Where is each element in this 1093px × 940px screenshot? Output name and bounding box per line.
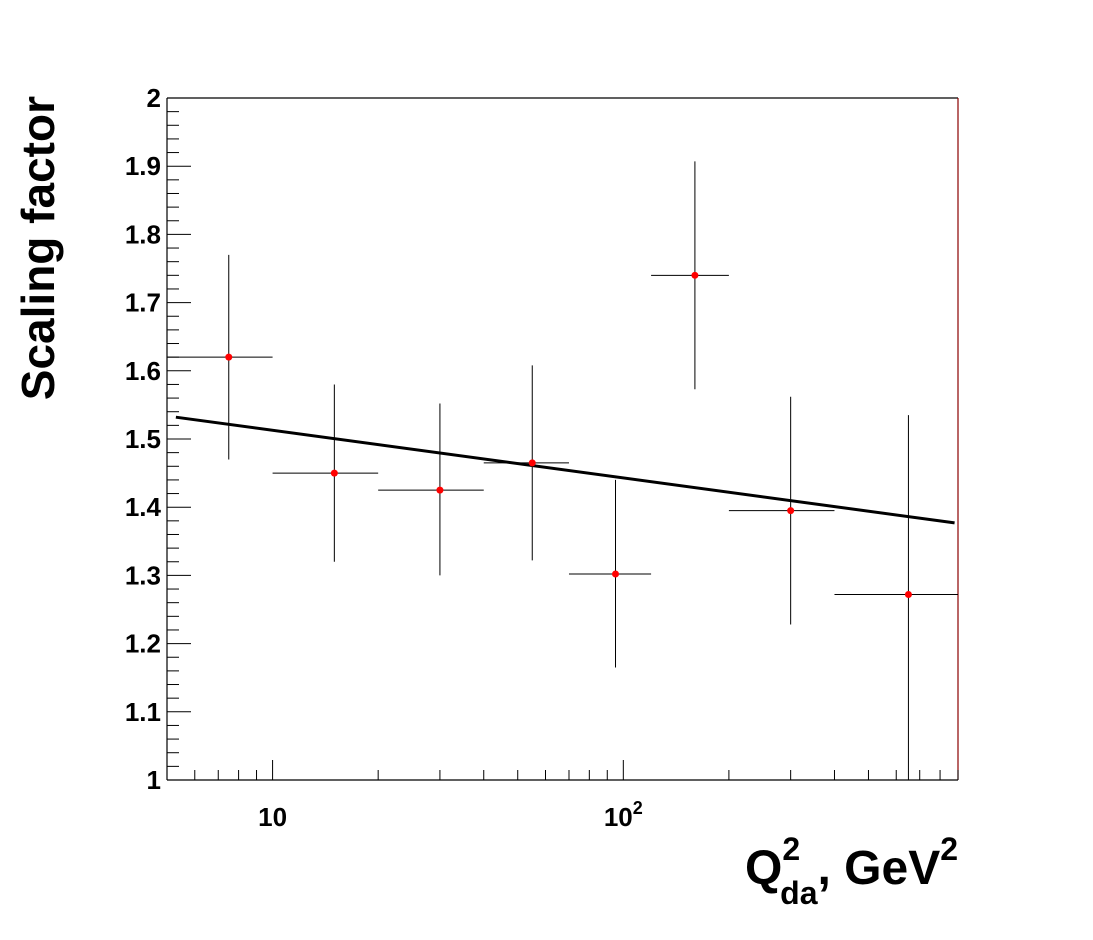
axes [166, 97, 959, 781]
y-tick-label: 1 [147, 765, 161, 795]
x-tick-label-base: 10 [258, 802, 287, 832]
x-tick-label: 102 [604, 798, 643, 832]
x-ticks [166, 760, 959, 780]
y-tick-label: 1.8 [125, 219, 161, 249]
data-marker [612, 570, 620, 578]
data-marker [225, 353, 233, 361]
y-ticks [167, 97, 191, 781]
y-tick-label: 1.9 [125, 151, 161, 181]
data-point [568, 479, 652, 668]
y-tick-label: 1.4 [125, 492, 162, 522]
y-tick-label: 2 [147, 83, 161, 113]
x-tick-label-exponent: 2 [633, 798, 643, 818]
data-marker [528, 459, 536, 467]
fit-line [175, 415, 955, 525]
x-tick-label-base: 10 [604, 802, 633, 832]
y-tick-label: 1.2 [125, 629, 161, 659]
data-point [167, 254, 273, 460]
data-point [834, 415, 958, 780]
y-tick-label: 1.6 [125, 356, 161, 386]
data-marker [691, 271, 699, 279]
fit-line-group [175, 415, 955, 525]
data-point [651, 161, 729, 390]
data-point [272, 384, 379, 562]
data-marker [330, 469, 338, 477]
data-points [167, 161, 958, 780]
x-axis-title: Q2 da, GeV2 [745, 831, 958, 911]
data-marker [904, 590, 912, 598]
x-tick-label: 10 [258, 802, 287, 832]
y-tick-label: 1.3 [125, 560, 161, 590]
y-tick-label: 1.5 [125, 424, 161, 454]
y-tick-label: 1.7 [125, 288, 161, 318]
y-tick-label: 1.1 [125, 697, 161, 727]
x-axis-title-suffix-sup: 2 [940, 831, 958, 867]
x-axis-title-sub: da [780, 875, 818, 911]
x-tick-labels: 10 102 [258, 798, 643, 832]
y-tick-labels: 1 1.1 1.2 1.3 1.4 1.5 1.6 1.7 1.8 1.9 2 [125, 83, 162, 795]
data-point [483, 365, 569, 561]
x-axis-title-main: Q [745, 842, 782, 895]
data-point [728, 396, 835, 625]
x-axis-title-sup: 2 [782, 831, 800, 867]
data-point [378, 403, 484, 576]
data-marker [787, 507, 795, 515]
y-axis-title: Scaling factor [12, 96, 64, 400]
data-marker [436, 486, 444, 494]
x-axis-title-suffix: , GeV [817, 842, 940, 895]
